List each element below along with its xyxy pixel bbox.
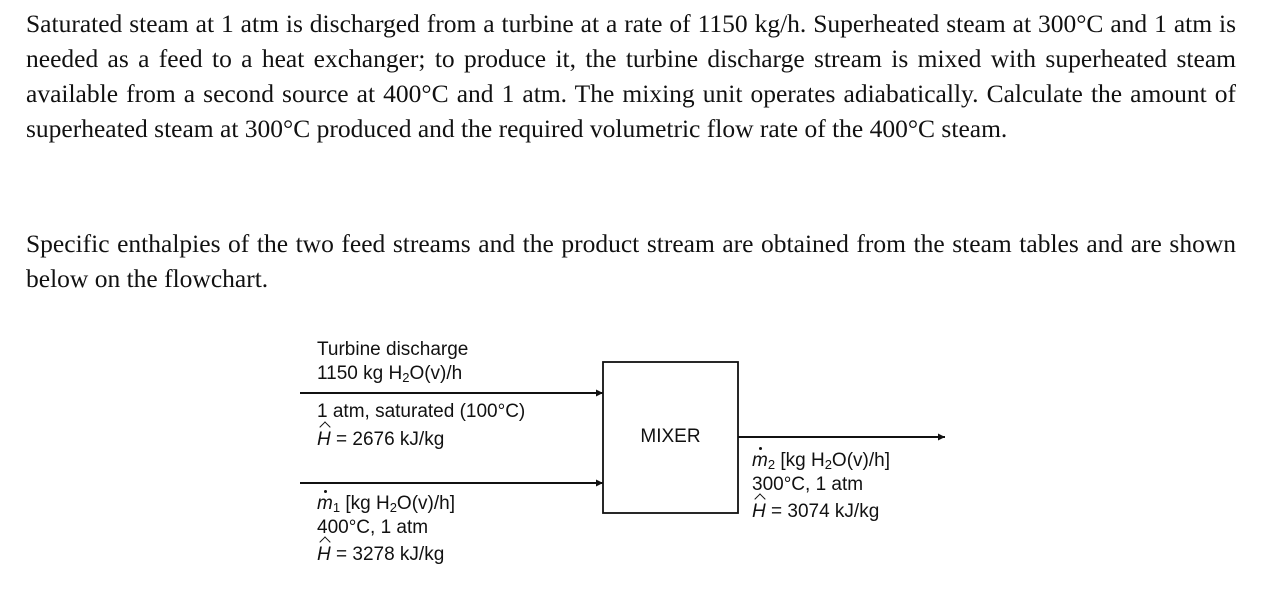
turbine-discharge-enthalpy: H = 2676 kJ/kg [317, 429, 445, 450]
second-steam-flow: m1 [kg H2O(v)/h] [317, 490, 455, 515]
mixer-label: MIXER [640, 426, 701, 447]
turbine-discharge-name: Turbine discharge [317, 339, 469, 360]
problem-statement-paragraph: Saturated steam at 1 atm is discharged f… [26, 9, 1236, 143]
turbine-discharge-flow: 1150 kg H2O(v)/h [317, 363, 463, 385]
second-steam-condition: 400°C, 1 atm [317, 517, 429, 538]
enthalpy-note-paragraph: Specific enthalpies of the two feed stre… [26, 229, 1236, 293]
product-enthalpy: H = 3074 kJ/kg [752, 501, 880, 522]
second-steam-enthalpy: H = 3278 kJ/kg [317, 544, 445, 565]
turbine-discharge-condition: 1 atm, saturated (100°C) [317, 401, 526, 422]
product-flow: m2 [kg H2O(v)/h] [752, 447, 890, 472]
product-condition: 300°C, 1 atm [752, 474, 864, 495]
